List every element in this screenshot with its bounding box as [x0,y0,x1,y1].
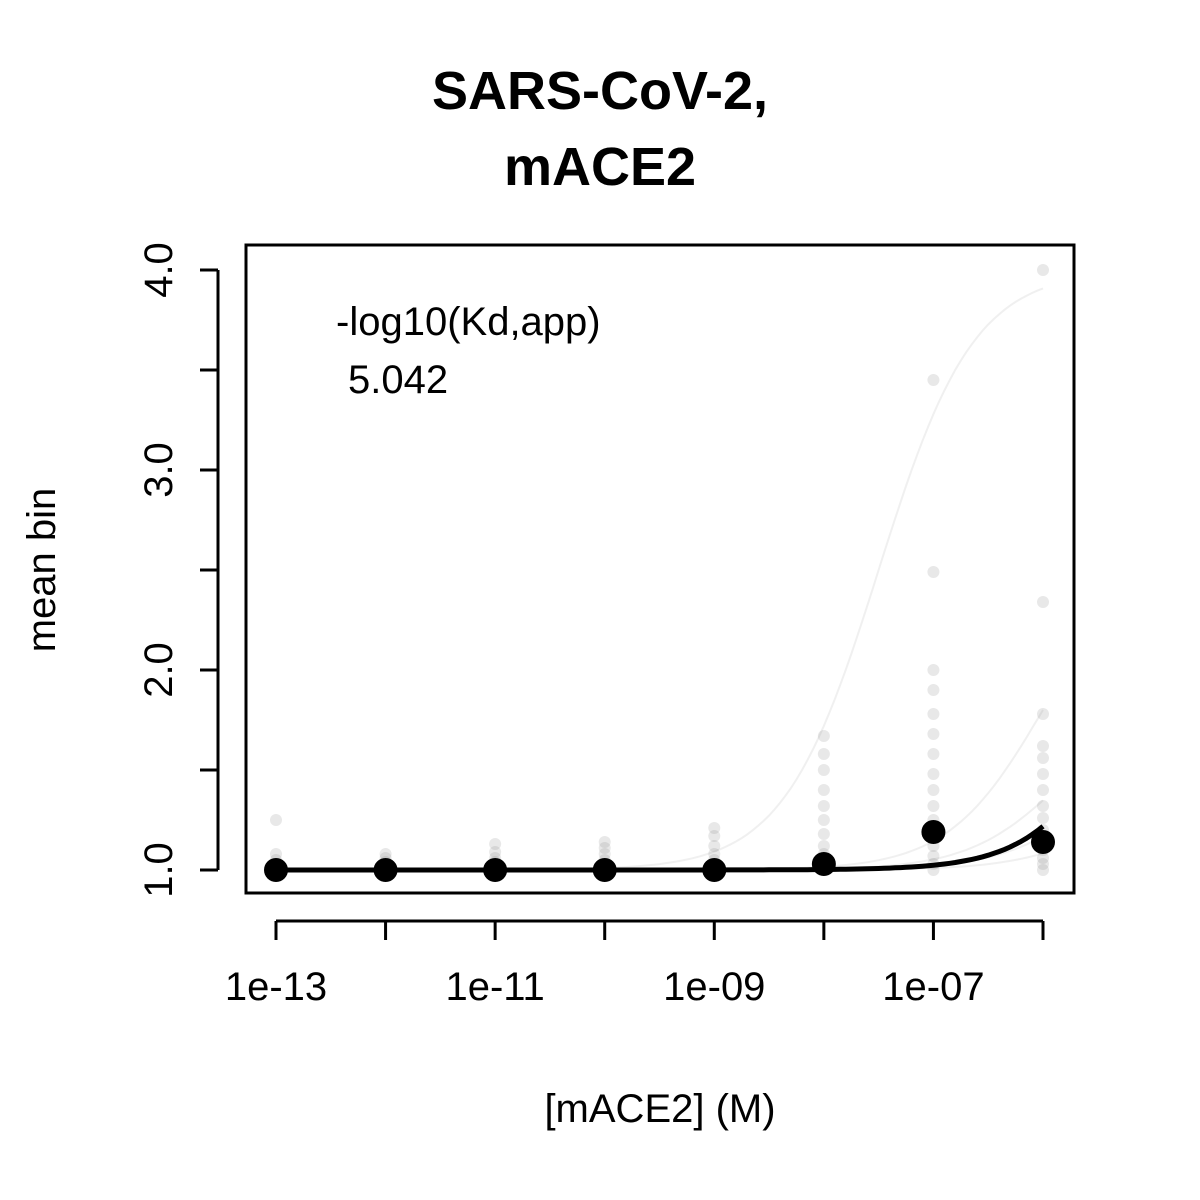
background-variant-point [708,848,721,860]
background-variant-point [1037,864,1049,876]
background-variant-point [927,728,940,740]
background-variant-point [927,748,940,760]
background-variant-point [1037,752,1049,764]
x-tick-label: 1e-11 [445,965,544,1009]
background-variant-point [489,846,502,858]
y-tick-label: 2.0 [137,642,181,698]
background-variant-point [1037,264,1049,276]
background-variant-point [817,828,830,840]
background-variant-point [817,784,830,796]
background-variant-point [927,708,940,720]
background-variant-point [927,768,940,780]
x-tick-label: 1e-13 [225,965,327,1009]
background-variant-point [927,784,940,796]
y-axis-label: mean bin [20,488,64,653]
measured-point [264,858,288,882]
x-axis: 1e-13 1e-11 1e-09 1e-07 [225,919,1045,1009]
chart-title-line-1: SARS-CoV-2, [431,61,769,121]
background-variant-point [270,848,282,860]
background-variant-point [927,684,940,696]
background-variant-point [598,836,611,848]
background-variant-point [817,764,830,776]
measured-point [811,852,836,876]
background-variant-point [708,830,721,842]
chart-title-line-2: mACE2 [503,137,697,197]
background-variant-point [489,838,502,850]
background-variant-point [1037,858,1049,870]
background-variant-point [817,800,830,812]
x-tick-label: 1e-09 [663,965,765,1009]
background-variant-point [927,664,940,676]
plot-frame [244,243,1076,895]
background-variant-point [1037,784,1049,796]
background-variant-point [270,814,282,826]
y-tick-label: 4.0 [137,242,181,298]
background-variant-point [817,748,830,760]
background-variant-point [817,730,830,742]
y-axis: 1.0 2.0 3.0 4.0 [137,242,220,898]
background-variant-point [598,848,611,860]
measured-point [592,858,617,882]
background-variant-point [1037,800,1049,812]
background-variant-point [1037,768,1049,780]
x-axis-label: [mACE2] (M) [544,1087,775,1131]
background-variant-point [817,840,830,852]
background-variant-point [927,374,940,386]
background-variant-points [270,264,1049,876]
y-tick-label: 1.0 [137,842,181,898]
background-variant-point [927,850,940,862]
background-variant-point [817,814,830,826]
measured-point [921,820,946,844]
background-variant-point [598,842,611,854]
measured-point [702,858,727,882]
measured-point [373,858,398,882]
background-variant-point [927,800,940,812]
kd-annotation-value: 5.042 [348,358,448,402]
background-variant-point [927,566,940,578]
background-variant-point [1037,708,1049,720]
y-tick-label: 3.0 [137,442,181,498]
background-variant-point [1037,812,1049,824]
fitted-curve-line [276,824,1045,873]
background-variant-point [1037,596,1049,608]
measured-point [483,858,508,882]
measured-point [1031,830,1055,854]
background-variant-point [1037,740,1049,752]
background-variant-point [1037,852,1049,864]
background-variant-point [708,822,721,834]
background-variant-point [379,848,392,860]
kd-annotation-label: -log10(Kd,app) [336,300,601,344]
background-variant-point [708,840,721,852]
measured-points [264,820,1055,882]
x-tick-label: 1e-07 [882,965,984,1009]
